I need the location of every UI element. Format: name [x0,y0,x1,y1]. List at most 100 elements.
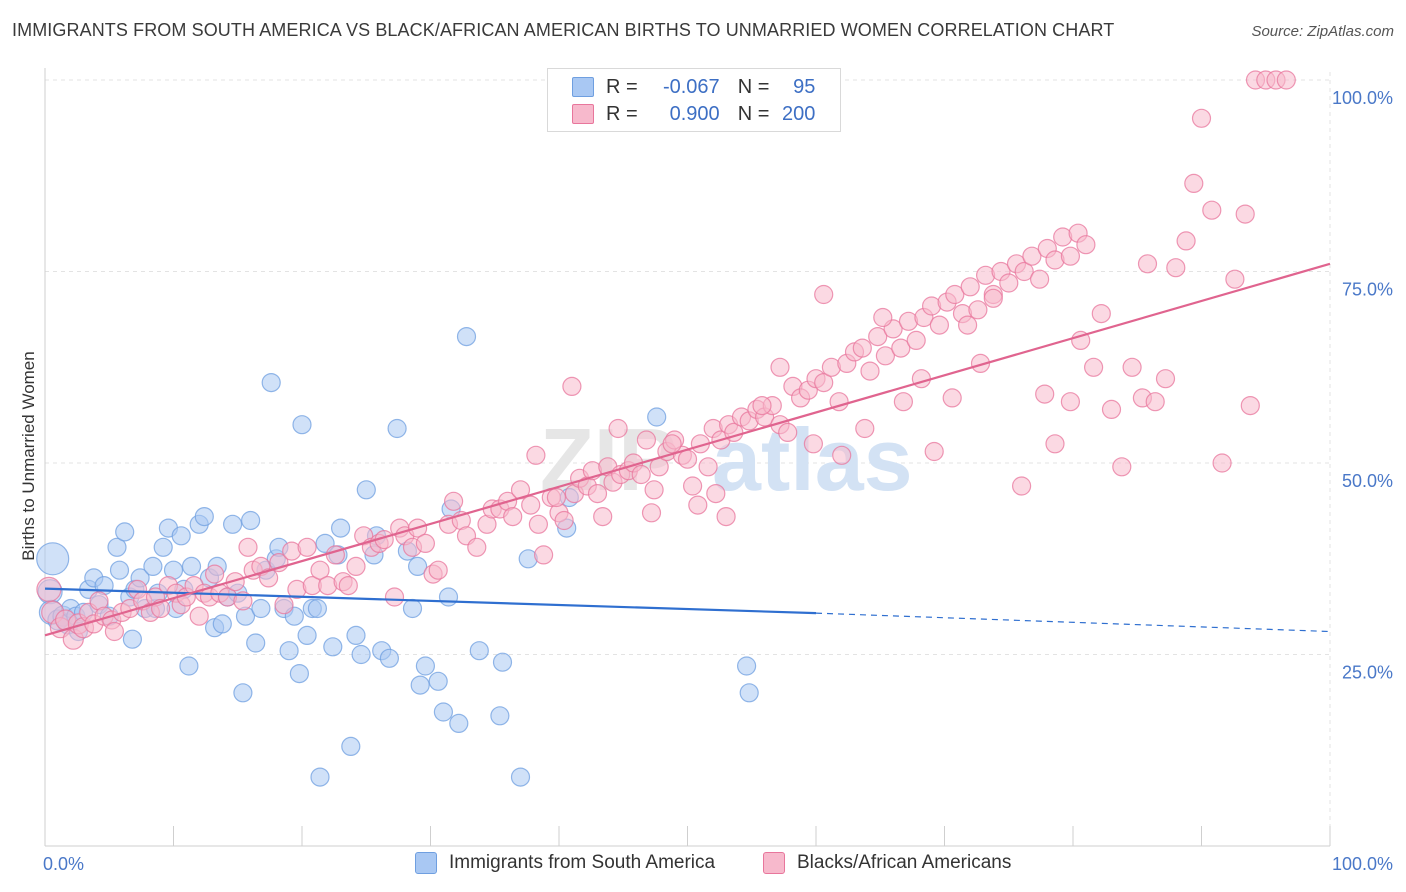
point-black-african-american [1276,70,1296,90]
point-black-african-american [716,506,736,527]
point-black-african-american [1176,231,1196,251]
point-south-america [410,675,430,695]
point-south-america [415,656,435,676]
legend-row-series2: R = 0.900 N = 200 [572,101,815,127]
point-black-african-american [1184,173,1204,193]
point-black-african-american [1212,453,1232,473]
point-black-african-american [852,338,872,358]
point-black-african-american [1060,246,1081,266]
point-black-african-american [942,388,962,408]
point-south-america [36,542,70,576]
point-south-america [408,556,428,577]
point-black-african-american [1166,258,1186,278]
legend-r-value: 0.900 [669,102,720,125]
point-black-african-american [891,338,911,358]
point-south-america [510,767,531,787]
point-black-african-american [1083,357,1104,377]
point-south-america [251,598,271,619]
point-black-african-american [1202,200,1222,220]
point-black-african-american [274,595,294,615]
point-black-african-american [644,480,664,500]
point-black-african-american [554,510,574,531]
point-south-america [736,656,757,676]
bottom-legend-label-series1: Immigrants from South America [449,852,716,873]
axis-labels: 25.0% 50.0% 75.0% 100.0% 0.0% 100.0% Births to… [19,88,1393,874]
point-black-african-american [960,277,980,297]
point-black-african-american [1071,330,1091,350]
point-black-african-american [1011,476,1032,496]
point-black-african-american [924,441,944,462]
legend-n-value: 95 [793,75,816,98]
bottom-legend-swatch-series1 [415,852,437,874]
point-black-african-american [1045,434,1065,454]
correlation-legend: R = -0.067 N = 95 R = 0.900 N = 200 [547,68,841,132]
point-black-african-american [662,434,682,454]
point-south-america [107,537,127,557]
point-south-america [241,510,261,531]
legend-swatch-series2 [572,104,594,124]
point-south-america [181,556,202,577]
trend-lines [44,262,1331,637]
point-south-america [153,537,173,557]
point-black-african-american [999,273,1019,293]
trend-line-series1-extension [815,612,1331,633]
point-black-african-american [770,357,790,377]
point-black-african-american [911,369,932,389]
legend-r-label: R = [606,102,638,125]
point-black-african-american [1155,369,1176,389]
point-black-african-american [983,288,1003,308]
point-south-america [469,641,489,661]
point-black-african-american [233,591,253,611]
point-south-america [387,418,407,439]
y-tick-label: 75.0% [1342,280,1393,300]
point-black-african-american [467,537,487,557]
point-black-african-american [104,621,125,642]
point-black-african-american [873,307,893,328]
point-south-america [492,652,513,672]
point-south-america [351,644,371,665]
point-black-african-american [893,392,914,412]
x-tick-label-max: 100.0% [1332,854,1393,874]
point-black-african-american [1145,392,1165,412]
point-south-america [279,641,299,661]
point-south-america [438,587,459,607]
point-black-african-american [608,418,628,439]
point-black-african-american [1101,399,1122,419]
point-south-america [323,637,343,657]
legend-row-series1: R = -0.067 N = 95 [572,74,815,100]
point-south-america [307,598,327,619]
point-south-america [331,518,351,538]
point-black-african-american [1035,384,1055,404]
point-black-african-american [225,572,245,592]
point-black-african-american [688,495,708,515]
point-black-african-american [814,284,834,305]
legend-r-value: -0.067 [662,75,720,98]
point-south-america [379,648,399,668]
point-south-america [212,614,232,634]
point-black-african-american [533,545,554,565]
point-black-african-american [929,315,950,335]
chart-title: IMMIGRANTS FROM SOUTH AMERICA VS BLACK/A… [12,20,1115,40]
point-black-african-american [814,373,834,393]
point-black-african-american [906,330,926,350]
point-south-america [246,633,266,653]
point-black-african-american [868,327,888,347]
point-south-america [739,683,759,703]
point-black-african-american [698,457,718,477]
point-south-america [490,706,510,726]
point-black-african-american [1060,392,1081,412]
point-south-america [223,514,243,534]
point-south-america [341,736,361,757]
point-black-african-american [205,564,225,584]
trend-line-series1 [44,587,817,615]
axes [44,68,1331,847]
point-south-america [428,671,448,691]
point-south-america [115,522,135,542]
point-south-america [143,556,163,577]
point-black-african-american [968,300,988,320]
point-black-african-american [1191,108,1212,128]
legend-n-label: N = [737,102,770,125]
point-black-african-american [259,568,279,588]
point-black-african-american [1029,269,1050,289]
